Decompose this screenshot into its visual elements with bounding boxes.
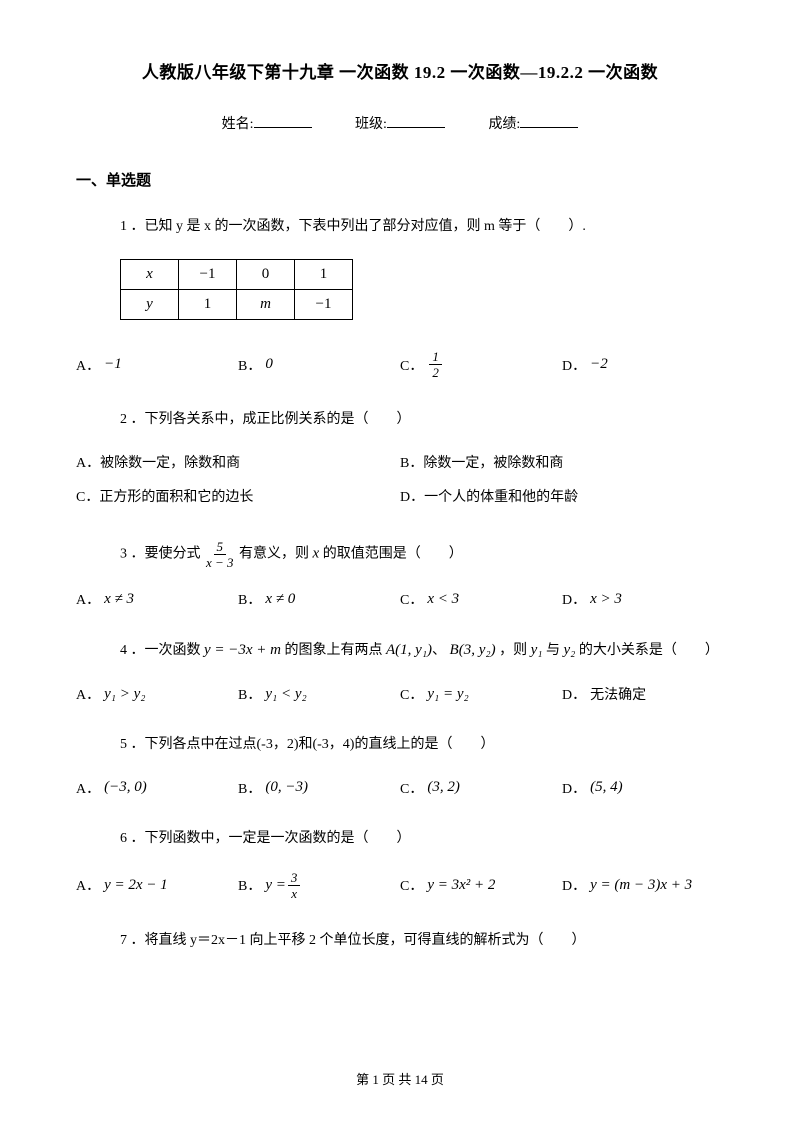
option-c[interactable]: C．y₁ = y₂ [400,684,562,704]
option-a[interactable]: A．x ≠ 3 [76,589,238,609]
student-info: 姓名: 班级: 成绩: [76,113,724,133]
question-1: 1 ．已知 y 是 x 的一次函数，下表中列出了部分对应值，则 m 等于（ ）. [120,214,724,239]
option-d[interactable]: D．(5, 4) [562,778,724,798]
question-2: 2 ．下列各关系中，成正比例关系的是（ ） [120,407,724,432]
table-row: y 1 m −1 [121,290,353,320]
option-a[interactable]: A．−1 [76,355,238,375]
q5-options: A．(−3, 0) B．(0, −3) C．(3, 2) D．(5, 4) [76,778,724,798]
option-c[interactable]: C．x < 3 [400,589,562,609]
option-c[interactable]: C． 12 [400,350,562,379]
option-b[interactable]: B．0 [238,355,400,375]
table-row: x −1 0 1 [121,260,353,290]
q4-options: A．y₁ > y₂ B．y₁ < y₂ C．y₁ = y₂ D．无法确定 [76,684,724,704]
option-b[interactable]: B．除数一定，被除数和商 [400,452,724,472]
option-a[interactable]: A．y₁ > y₂ [76,684,238,704]
q2-options: A．被除数一定，除数和商 B．除数一定，被除数和商 C．正方形的面积和它的边长 … [76,452,724,520]
option-c[interactable]: C．y = 3x² + 2 [400,875,562,895]
cell: y [121,290,179,320]
page-footer: 第 1 页 共 14 页 [0,1069,800,1088]
cell: 1 [179,290,237,320]
cell: −1 [179,260,237,290]
q6-options: A．y = 2x − 1 B． y = 3x C．y = 3x² + 2 D．y… [76,871,724,900]
fraction: 5x − 3 [206,540,234,569]
cell: −1 [295,290,353,320]
option-d[interactable]: D．y = (m − 3)x + 3 [562,875,724,895]
question-7: 7 ．将直线 y＝2x－1 向上平移 2 个单位长度，可得直线的解析式为（ ） [120,928,724,953]
cell: x [121,260,179,290]
option-a[interactable]: A．y = 2x − 1 [76,875,238,895]
option-b[interactable]: B．y₁ < y₂ [238,684,400,704]
cell: 0 [237,260,295,290]
score-label: 成绩: [488,117,520,132]
class-blank[interactable] [387,114,445,128]
option-d[interactable]: D．一个人的体重和他的年龄 [400,486,724,506]
q1-options: A．−1 B．0 C． 12 D．−2 [76,350,724,379]
fraction: 12 [429,350,442,379]
question-5: 5 ．下列各点中在过点(-3，2)和(-3，4)的直线上的是（ ） [120,732,724,757]
page-title: 人教版八年级下第十九章 一次函数 19.2 一次函数—19.2.2 一次函数 [76,58,724,83]
option-b[interactable]: B． y = 3x [238,871,400,900]
name-label: 姓名: [222,117,254,132]
option-c[interactable]: C．正方形的面积和它的边长 [76,486,400,506]
cell: m [237,290,295,320]
option-d[interactable]: D．−2 [562,355,724,375]
cell: 1 [295,260,353,290]
option-a[interactable]: A．被除数一定，除数和商 [76,452,400,472]
q1-table: x −1 0 1 y 1 m −1 [120,259,724,320]
option-a[interactable]: A．(−3, 0) [76,778,238,798]
score-blank[interactable] [520,114,578,128]
question-3: 3 ．要使分式 5x − 3 有意义，则 x 的取值范围是（ ） [120,540,724,569]
option-c[interactable]: C．(3, 2) [400,778,562,798]
section-heading: 一、单选题 [76,169,724,190]
name-blank[interactable] [254,114,312,128]
option-b[interactable]: B．(0, −3) [238,778,400,798]
option-d[interactable]: D．x > 3 [562,589,724,609]
class-label: 班级: [355,117,387,132]
question-4: 4 ．一次函数 y = −3x + m 的图象上有两点 A(1, y₁)、 B(… [120,637,724,664]
fraction: 3x [288,871,301,900]
q3-options: A．x ≠ 3 B．x ≠ 0 C．x < 3 D．x > 3 [76,589,724,609]
question-6: 6 ．下列函数中，一定是一次函数的是（ ） [120,826,724,851]
option-d[interactable]: D．无法确定 [562,684,724,704]
option-b[interactable]: B．x ≠ 0 [238,589,400,609]
